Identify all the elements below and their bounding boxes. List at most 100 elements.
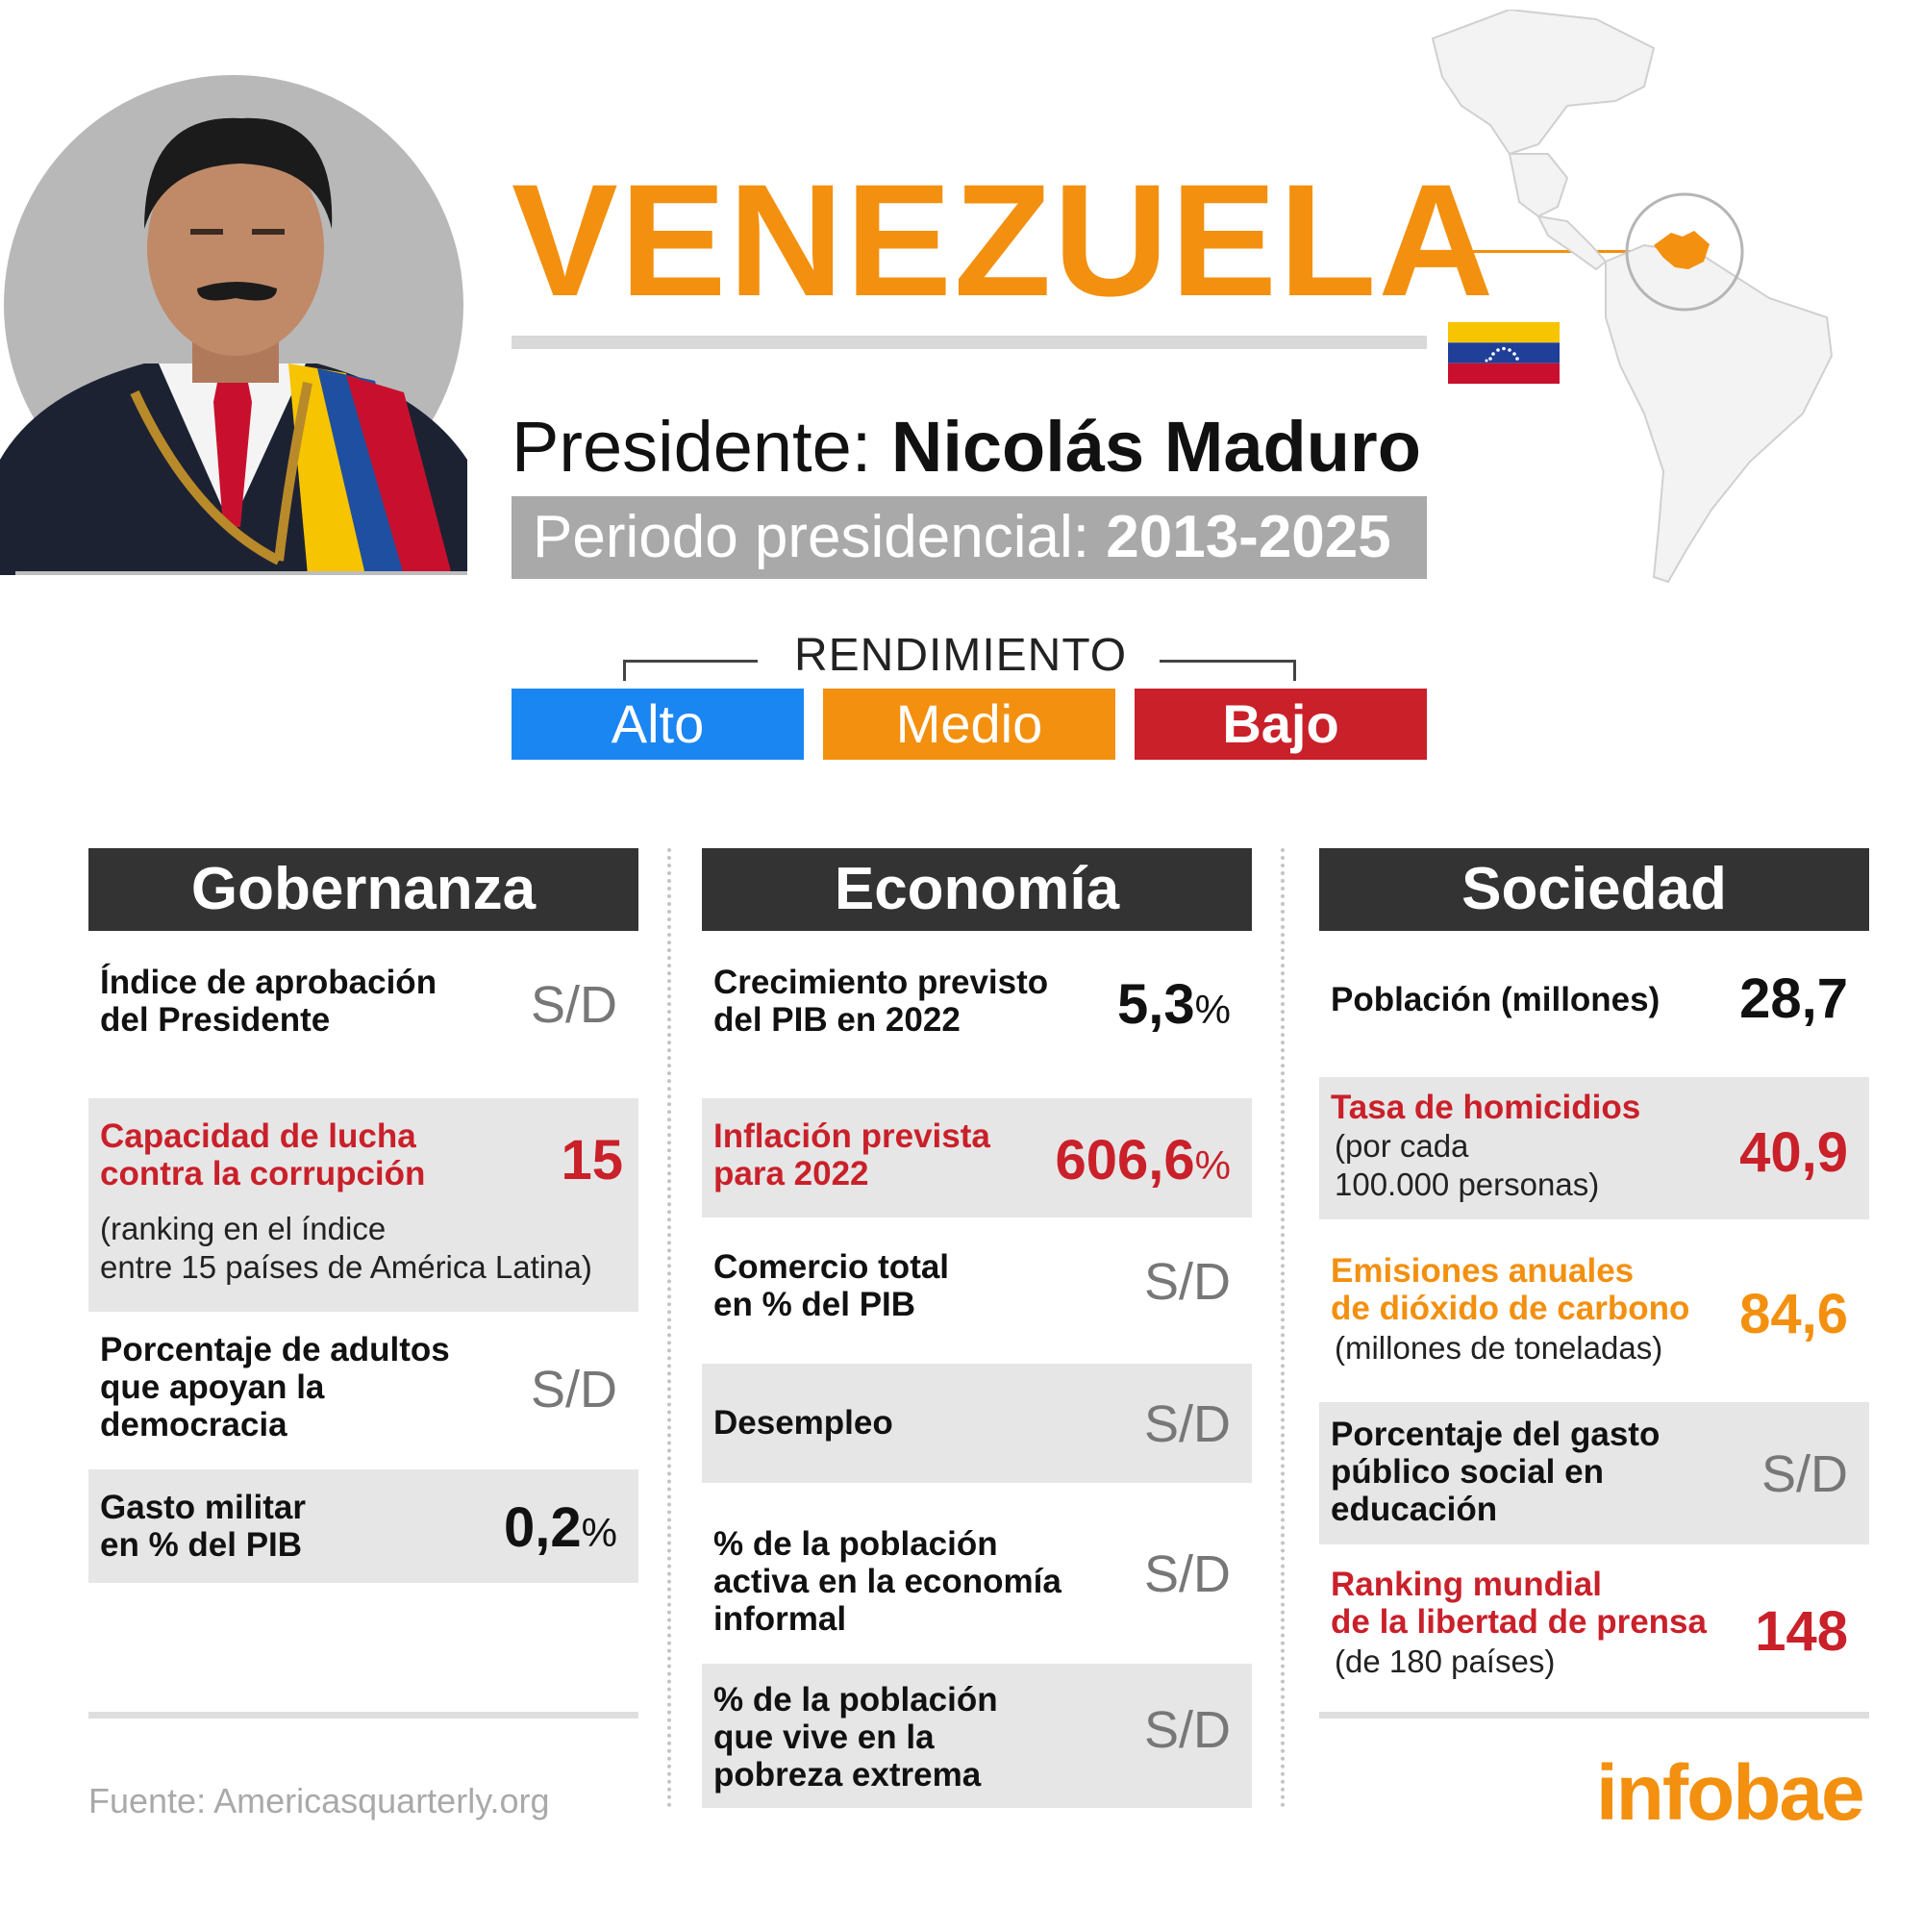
row-label: Capacidad de lucha contra la corrupción [100, 1117, 425, 1192]
row-value: S/D [1143, 1545, 1231, 1603]
sub-line: (ranking en el índice [100, 1211, 387, 1246]
legend-title: RENDIMIENTO [794, 630, 1128, 681]
column-header-gobernanza: Gobernanza [88, 848, 638, 931]
label-line: Gasto militar [100, 1489, 306, 1526]
row-approval-index: Índice de aprobación del Presidente S/D [88, 942, 638, 1087]
sub-line: (de 180 países) [1335, 1643, 1556, 1679]
row-label: % de la población activa en la economía … [713, 1525, 1061, 1638]
source-note: Fuente: Americasquarterly.org [88, 1781, 550, 1820]
label-line: Porcentaje del gasto [1331, 1416, 1661, 1453]
sub-line: (millones de toneladas) [1335, 1330, 1663, 1366]
label-line: que apoyan la [100, 1368, 325, 1406]
row-sublabel: (de 180 países) [1335, 1643, 1555, 1681]
column-bottom-rule [88, 1712, 638, 1719]
row-label: Población (millones) [1331, 981, 1660, 1018]
row-label: Crecimiento previsto del PIB en 2022 [713, 964, 1048, 1039]
row-value: 84,6 [1739, 1283, 1848, 1345]
label-line: Ranking mundial [1331, 1566, 1602, 1603]
president-portrait [0, 75, 467, 575]
period-value: 2013-2025 [1106, 504, 1391, 570]
legend-alto: Alto [512, 689, 804, 760]
row-value: 28,7 [1739, 967, 1848, 1030]
row-label: Gasto militar en % del PIB [100, 1489, 306, 1564]
label-line: contra la corrupción [100, 1155, 426, 1192]
row-value: S/D [530, 976, 617, 1034]
label-line: Comercio total [713, 1248, 950, 1286]
president-name: Nicolás Maduro [890, 407, 1421, 487]
label-line: público social en [1331, 1453, 1604, 1491]
value-number: 606,6 [1055, 1129, 1195, 1192]
value-number: 5,3 [1117, 973, 1195, 1036]
row-label: Inflación prevista para 2022 [713, 1117, 990, 1192]
label-line: Población (millones) [1331, 981, 1661, 1018]
value-number: 0,2 [504, 1496, 582, 1559]
label-line: que vive en la [713, 1719, 935, 1756]
legend-medio: Medio [823, 689, 1115, 760]
period-label: Periodo presidencial: [533, 504, 1107, 570]
label-line: Crecimiento previsto [713, 964, 1049, 1001]
row-gdp-growth: Crecimiento previsto del PIB en 2022 5,3… [702, 942, 1252, 1087]
label-line: democracia [100, 1406, 287, 1443]
row-education-spending: Porcentaje del gasto público social en e… [1319, 1402, 1869, 1544]
row-corruption-capacity: Capacidad de lucha contra la corrupción … [88, 1098, 638, 1312]
label-line: % de la población [713, 1525, 998, 1563]
portrait-baseline [15, 571, 467, 575]
row-population: Población (millones) 28,7 [1319, 942, 1869, 1067]
venezuela-flag-icon [1448, 322, 1560, 384]
row-democracy-support: Porcentaje de adultos que apoyan la demo… [88, 1317, 638, 1464]
sub-line: 100.000 personas) [1335, 1167, 1600, 1202]
row-homicide-rate: Tasa de homicidios (por cada 100.000 per… [1319, 1077, 1869, 1219]
row-value: S/D [1143, 1395, 1231, 1453]
row-label: Emisiones anuales de dióxido de carbono [1331, 1252, 1689, 1327]
label-line: educación [1331, 1491, 1498, 1528]
row-value: S/D [1761, 1445, 1848, 1503]
label-line: Índice de aprobación [100, 964, 437, 1001]
label-line: pobreza extrema [713, 1756, 982, 1794]
row-value: 0,2% [504, 1500, 617, 1556]
country-title: VENEZUELA [512, 152, 1496, 330]
presidential-period: Periodo presidencial: 2013-2025 [512, 496, 1427, 579]
legend-bracket-right [1160, 660, 1296, 681]
title-underline [512, 336, 1427, 349]
row-sublabel: (millones de toneladas) [1335, 1329, 1662, 1367]
row-value: 5,3% [1117, 977, 1231, 1033]
row-value: 606,6% [1055, 1133, 1231, 1189]
americas-map-icon [1431, 10, 1834, 584]
president-label: Presidente: [512, 407, 891, 487]
label-line: de dióxido de carbono [1331, 1290, 1690, 1327]
label-line: Inflación prevista [713, 1117, 990, 1155]
infobae-logo: infobae [1596, 1749, 1865, 1837]
row-informal-economy: % de la población activa en la economía … [702, 1493, 1252, 1656]
value-unit: % [581, 1510, 617, 1555]
row-value: S/D [1143, 1253, 1231, 1311]
row-extreme-poverty: % de la población que vive en la pobreza… [702, 1664, 1252, 1808]
row-value: 15 [561, 1129, 623, 1192]
label-line: Emisiones anuales [1331, 1252, 1635, 1290]
row-unemployment: Desempleo S/D [702, 1364, 1252, 1483]
row-total-trade: Comercio total en % del PIB S/D [702, 1227, 1252, 1362]
label-line: Capacidad de lucha [100, 1117, 416, 1155]
row-inflation: Inflación prevista para 2022 606,6% [702, 1098, 1252, 1217]
row-value: 40,9 [1739, 1121, 1848, 1184]
row-label: Tasa de homicidios [1331, 1089, 1640, 1126]
row-value: 148 [1755, 1600, 1848, 1663]
president-silhouette [0, 117, 467, 575]
column-bottom-rule [1319, 1712, 1869, 1719]
row-value: S/D [530, 1361, 617, 1418]
row-label: Desempleo [713, 1404, 893, 1442]
row-press-freedom: Ranking mundial de la libertad de prensa… [1319, 1552, 1869, 1696]
column-divider [1281, 848, 1285, 1808]
label-line: % de la población [713, 1681, 998, 1719]
column-header-sociedad: Sociedad [1319, 848, 1869, 931]
value-unit: % [1194, 1142, 1231, 1188]
value-unit: % [1194, 987, 1231, 1032]
label-line: en % del PIB [713, 1286, 916, 1323]
legend-bracket-left [623, 660, 758, 681]
sub-line: entre 15 países de América Latina) [100, 1249, 592, 1285]
legend-bajo: Bajo [1135, 689, 1427, 760]
row-label: Comercio total en % del PIB [713, 1248, 949, 1323]
row-value: S/D [1143, 1701, 1231, 1759]
label-line: para 2022 [713, 1155, 869, 1192]
label-line: del PIB en 2022 [713, 1001, 961, 1039]
column-divider [667, 848, 671, 1808]
